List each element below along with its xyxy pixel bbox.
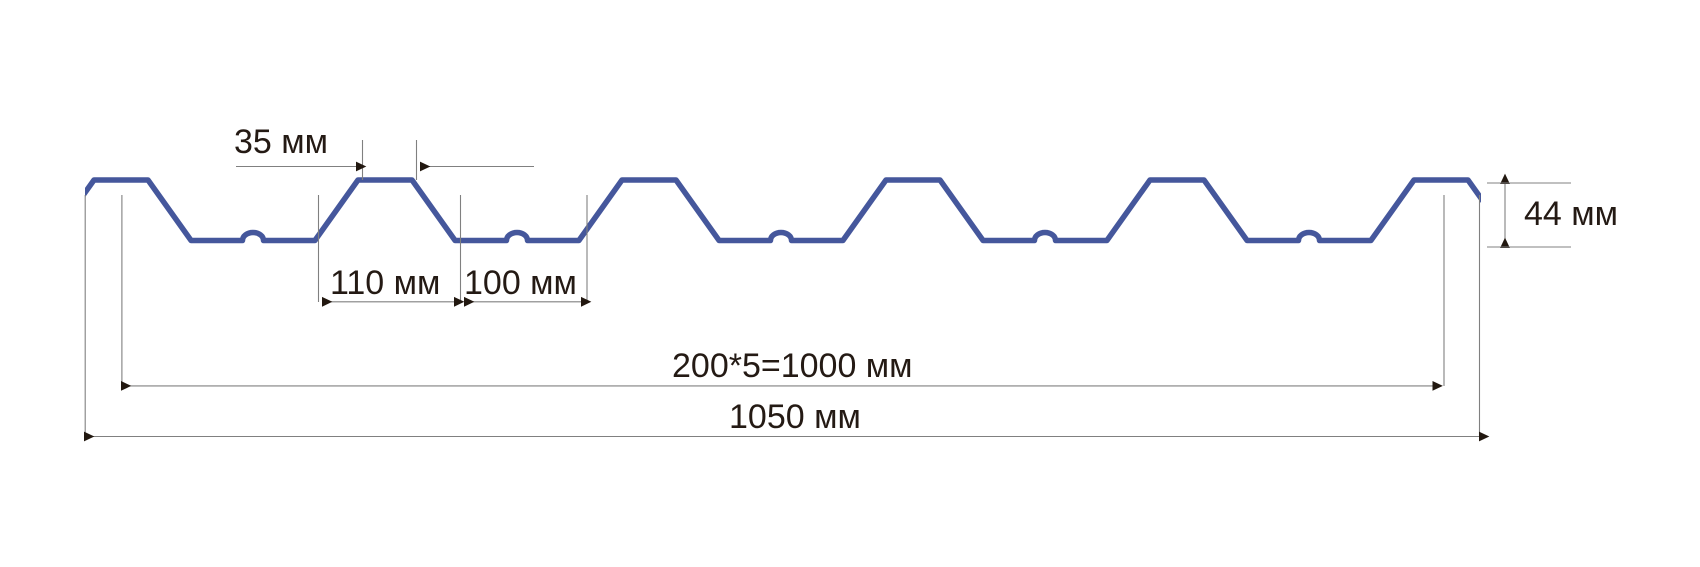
svg-text:100 мм: 100 мм [464,264,577,302]
svg-text:110 мм: 110 мм [330,264,440,302]
svg-text:200*5=1000 мм: 200*5=1000 мм [672,347,913,385]
svg-text:1050 мм: 1050 мм [729,398,861,436]
svg-text:44 мм: 44 мм [1524,195,1618,233]
svg-text:35 мм: 35 мм [234,123,328,161]
